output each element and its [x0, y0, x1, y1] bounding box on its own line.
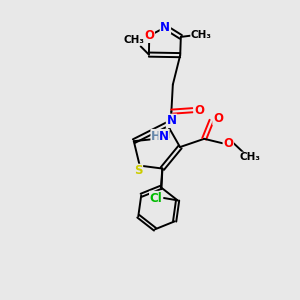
Text: Cl: Cl [150, 191, 163, 205]
Text: N: N [167, 114, 176, 127]
Text: O: O [144, 29, 154, 42]
Text: O: O [223, 137, 233, 150]
Text: CH₃: CH₃ [191, 30, 212, 40]
Text: N: N [159, 130, 169, 142]
Text: O: O [194, 104, 204, 117]
Text: CH₃: CH₃ [240, 152, 261, 162]
Text: S: S [134, 164, 142, 177]
Text: CH₃: CH₃ [124, 35, 145, 45]
Text: O: O [213, 112, 223, 125]
Text: N: N [160, 21, 170, 34]
Text: H: H [151, 130, 161, 142]
